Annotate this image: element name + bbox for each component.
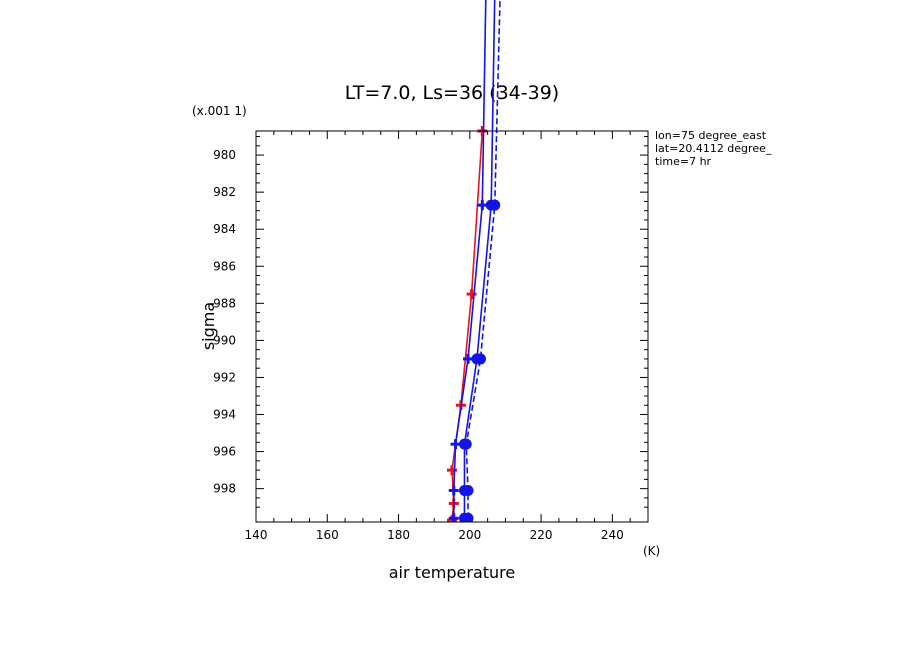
data-point-plus — [477, 200, 488, 211]
y-tick-label: 994 — [213, 408, 236, 422]
y-tick-label: 984 — [213, 222, 236, 236]
series-line — [452, 0, 487, 519]
data-point-plus — [450, 439, 461, 450]
x-tick-label: 160 — [316, 528, 339, 542]
data-point-circle — [475, 353, 487, 365]
plot-area — [447, 0, 501, 522]
data-point-circle — [489, 199, 501, 211]
x-tick-label: 240 — [601, 528, 624, 542]
y-tick-label: 988 — [213, 296, 236, 310]
x-axis-unit: (K) — [643, 544, 660, 558]
data-point-plus — [466, 289, 477, 300]
data-point-plus — [463, 353, 474, 364]
x-tick-label: 220 — [530, 528, 553, 542]
x-tick-label: 200 — [458, 528, 481, 542]
y-tick-label: 986 — [213, 259, 236, 273]
data-point-plus — [448, 485, 459, 496]
y-tick-label: 990 — [213, 333, 236, 347]
data-point-circle — [460, 438, 472, 450]
x-tick-label: 180 — [387, 528, 410, 542]
axes: 140 160 180 200 220 240 980 982 984 986 988 990 992 9… — [213, 131, 649, 542]
y-tick-label: 996 — [213, 445, 236, 459]
plot-frame — [255, 130, 649, 523]
y-tick-label: 992 — [213, 370, 236, 384]
info-time: time=7 hr — [655, 155, 712, 168]
data-point-plus — [447, 515, 457, 522]
chart-title: LT=7.0, Ls=36 (34-39) — [345, 82, 559, 104]
info-lon: lon=75 degree_east — [655, 129, 767, 142]
data-point-circle — [462, 484, 474, 496]
x-axis-label: air temperature — [389, 563, 515, 582]
y-tick-label: 982 — [213, 185, 236, 199]
y-axis-label: sigma — [199, 302, 218, 350]
x-tick-label: 140 — [245, 528, 268, 542]
y-tick-label: 980 — [213, 148, 236, 162]
y-scale-label: (x.001 1) — [192, 104, 247, 118]
info-lat: lat=20.4112 degree_ — [655, 142, 772, 155]
y-tick-label: 998 — [213, 482, 236, 496]
data-point-circle — [462, 512, 474, 522]
